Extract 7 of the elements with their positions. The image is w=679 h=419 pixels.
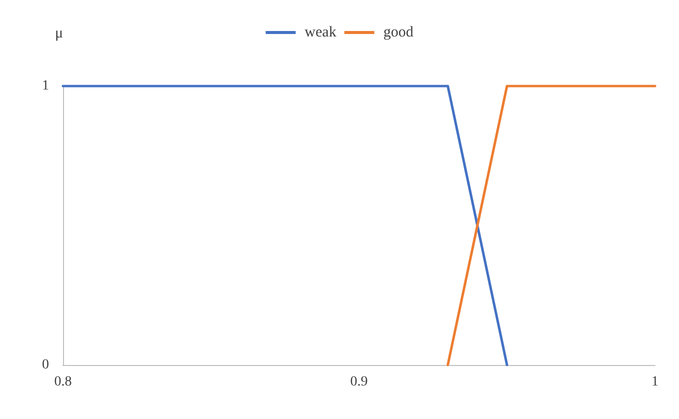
legend-label: good	[383, 24, 414, 40]
y-axis-title: μ	[54, 26, 63, 42]
x-tick-label: 1	[652, 374, 658, 390]
y-tick-label: 0	[42, 358, 49, 372]
legend-label: weak	[304, 24, 337, 40]
x-tick-label: 0.8	[54, 374, 72, 390]
x-tick-label: 0.9	[350, 374, 368, 390]
